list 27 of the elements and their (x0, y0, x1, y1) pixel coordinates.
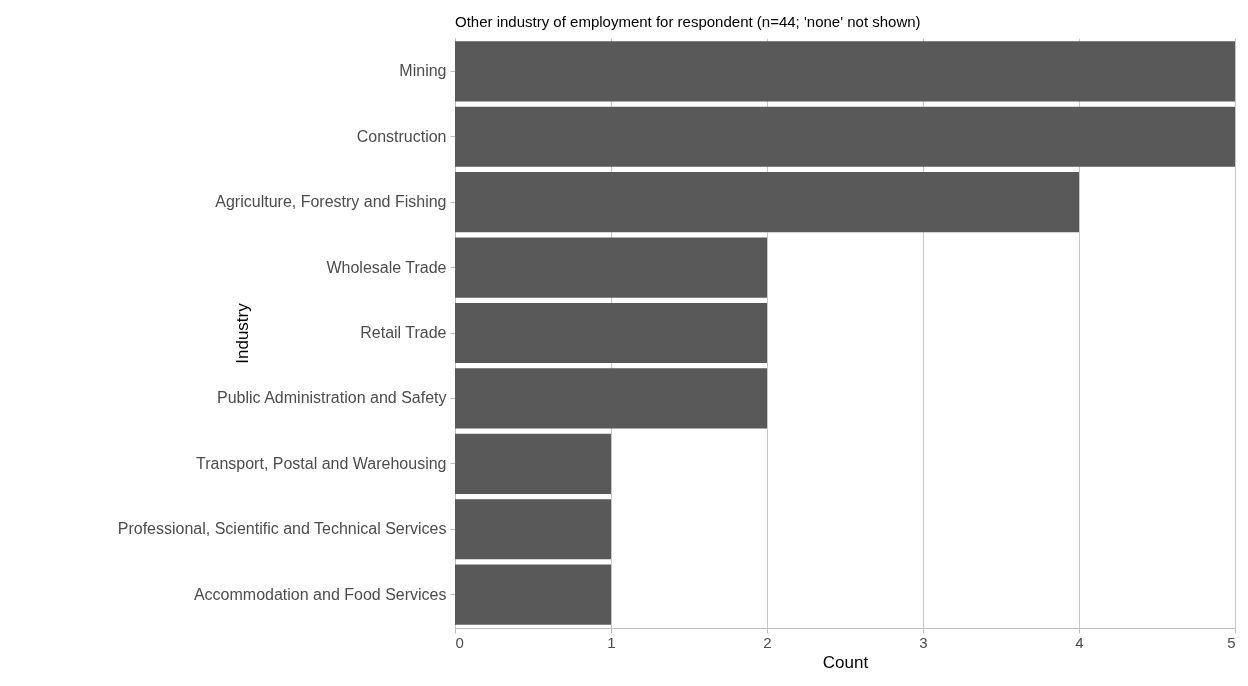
y-tick-label: Public Administration and Safety (217, 389, 447, 407)
y-tick-label: Construction (356, 127, 447, 145)
y-tick-label: Professional, Scientific and Technical Services (117, 520, 447, 538)
x-axis-title: Count (822, 652, 869, 672)
y-tick-label: Mining (399, 62, 447, 80)
x-tick-label: 4 (1075, 633, 1084, 651)
x-tick-label: 3 (919, 633, 928, 651)
bar (455, 499, 611, 560)
y-axis-title: Industry (232, 302, 252, 364)
bar (455, 564, 611, 625)
bar (455, 237, 767, 298)
chart-title: Other industry of employment for respondent (n=44; 'none' not shown) (455, 13, 921, 30)
bar (455, 41, 1235, 102)
bar (455, 368, 767, 429)
y-tick-label: Wholesale Trade (326, 258, 447, 276)
y-tick-label: Agriculture, Forestry and Fishing (215, 193, 447, 211)
bar (455, 172, 1079, 233)
bar (455, 106, 1235, 167)
x-tick-label: 0 (455, 633, 464, 651)
bar (455, 302, 767, 364)
x-tick-label: 2 (763, 633, 772, 651)
x-tick-label: 1 (607, 633, 616, 651)
bar (455, 433, 611, 494)
y-tick-label: Transport, Postal and Warehousing (196, 454, 447, 472)
y-tick-label: Accommodation and Food Services (193, 585, 447, 603)
y-tick-label: Retail Trade (360, 324, 447, 341)
x-tick-label: 5 (1227, 633, 1236, 651)
